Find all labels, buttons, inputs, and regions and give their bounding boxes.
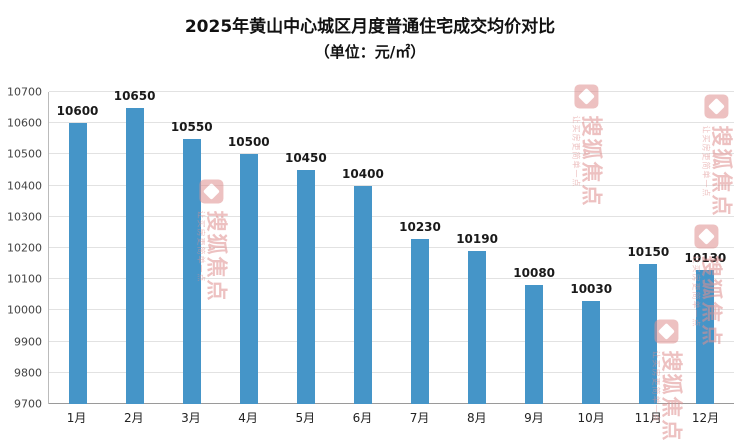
value-label: 10190 [456,232,498,247]
value-label: 10400 [342,166,384,181]
gridline [49,371,734,373]
y-tick-label: 10200 [7,241,42,255]
value-label: 10650 [113,88,156,103]
gridline [49,403,734,404]
x-tick-label: 3月 [181,411,201,425]
bar-column: 10230 [391,92,448,404]
y-tick-label: 10600 [7,116,42,130]
x-tick-label: 12月 [691,411,720,425]
y-axis: 9700 9800 9900 10000 10100 10200 10300 10400 105… [6,86,48,411]
bar-10月[interactable] [582,301,601,404]
bar-11月[interactable] [639,263,658,404]
y-tick-label: 10700 [7,85,42,99]
gridline [49,215,734,217]
x-tick-label: 5月 [295,411,316,425]
y-tick-label: 9700 [14,397,42,411]
x-tick-label: 7月 [409,411,430,425]
y-tick-label: 9800 [14,366,42,380]
x-tick-label: 1月 [66,411,87,425]
bar-column: 10450 [277,92,334,404]
value-label: 10550 [170,119,213,134]
bar-chart: 9700 9800 9900 10000 10100 10200 10300 10400 105… [6,86,734,432]
plot-area: 10600 10650 10550 10500 10450 10400 10230 10190… [48,88,734,404]
value-label: 10080 [513,266,556,281]
gridline [49,278,734,280]
gridline [49,309,734,311]
gridline [49,247,734,248]
bar-4月[interactable] [239,154,258,404]
value-label: 10450 [284,151,327,165]
bar-6月[interactable] [353,185,372,404]
value-label: 10600 [56,104,99,119]
bar-column: 10400 [334,92,391,404]
y-tick-label: 10100 [7,272,42,286]
gridline [49,122,734,124]
chart-subtitle: （单位：元/㎡） [314,43,426,61]
y-tick-label: 10500 [7,147,42,161]
gridline [49,91,734,92]
bar-2月[interactable] [125,107,144,404]
x-tick-label: 10月 [577,411,605,425]
bar-column: 10080 [506,92,563,404]
bar-column: 10550 [163,92,220,404]
bar-8月[interactable] [468,251,487,404]
bar-9月[interactable] [525,285,544,404]
chart-title: 2025年黄山中心城区月度普通住宅成交均价对比 [184,17,556,37]
bar-column: 10600 [49,92,106,404]
x-tick-label: 4月 [238,411,258,425]
x-tick-label: 9月 [524,411,544,425]
value-label: 10150 [627,244,670,259]
bar-column: 10130 [677,92,734,404]
bar-12月[interactable] [696,269,715,404]
y-tick-label: 9900 [14,335,42,349]
value-label: 10130 [684,250,727,265]
x-tick-label: 6月 [352,411,373,425]
gridline [49,184,734,186]
y-tick-label: 10300 [7,210,42,224]
value-label: 10500 [227,135,270,150]
y-tick-label: 10400 [7,179,42,193]
y-tick-label: 10000 [7,303,42,317]
gridline [49,153,734,155]
value-label: 10030 [570,282,613,297]
value-label: 10230 [399,219,441,234]
bar-column: 10650 [106,88,163,404]
bar-3月[interactable] [182,138,201,404]
bar-1月[interactable] [68,123,87,404]
bar-column: 10500 [220,92,277,404]
bar-7月[interactable] [411,238,429,404]
x-tick-label: 8月 [466,411,487,425]
x-axis: 1月 2月 3月 4月 5月 6月 7月 8月 9月 10月 11月 12月 [48,404,734,426]
x-tick-label: 2月 [123,411,144,425]
x-tick-label: 11月 [634,411,662,425]
bar-column: 10190 [449,92,506,404]
gridline [49,340,734,342]
bar-5月[interactable] [296,170,315,404]
bar-columns: 10600 10650 10550 10500 10450 10400 10230 10190… [49,88,734,404]
bar-column: 10150 [620,92,677,404]
bar-column: 10030 [563,92,620,404]
